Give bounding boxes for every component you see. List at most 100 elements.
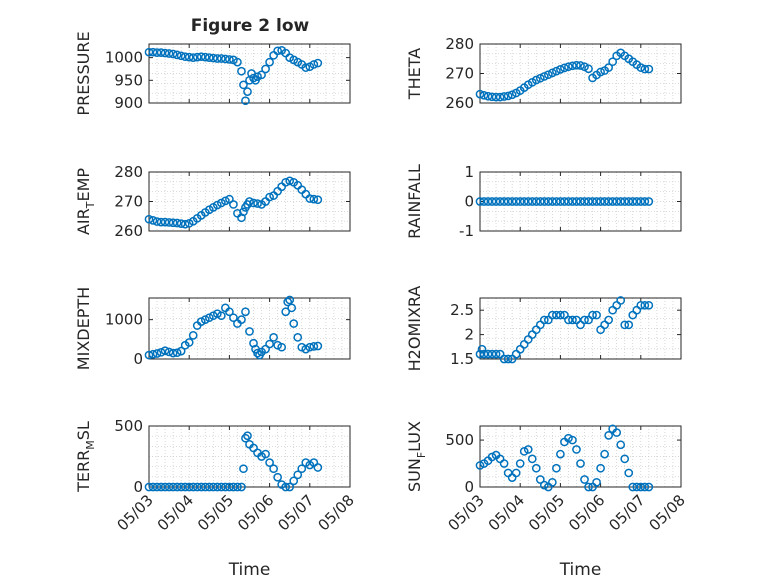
data-point <box>608 57 618 67</box>
data-point <box>636 300 646 310</box>
data-point <box>556 449 565 459</box>
data-point <box>632 197 642 206</box>
data-point <box>144 482 154 492</box>
data-point <box>237 315 246 324</box>
data-series <box>475 424 654 492</box>
data-point <box>499 92 509 101</box>
data-point <box>265 192 274 202</box>
data-point <box>309 342 319 351</box>
data-point <box>184 338 194 347</box>
data-point <box>527 454 537 464</box>
data-point <box>229 200 238 209</box>
y-tick-label: 260 <box>114 222 143 240</box>
y-axis-label: MIXDEPTH <box>74 287 93 370</box>
data-point <box>245 327 254 336</box>
data-point <box>261 449 270 459</box>
data-point <box>277 342 287 352</box>
data-point <box>604 197 613 206</box>
data-point <box>261 64 270 74</box>
data-point <box>507 90 517 100</box>
data-point <box>212 482 222 492</box>
data-point <box>479 90 489 100</box>
data-point <box>620 320 630 330</box>
data-point <box>148 216 158 225</box>
data-point <box>644 64 654 74</box>
data-point <box>616 440 626 450</box>
data-point <box>208 482 218 492</box>
data-point <box>640 482 650 492</box>
data-point <box>168 49 178 59</box>
data-point <box>592 310 601 320</box>
data-point <box>572 60 581 70</box>
data-point <box>644 482 654 492</box>
data-point <box>503 354 513 364</box>
axes-box <box>479 297 682 360</box>
data-point <box>305 342 315 352</box>
data-point <box>168 218 178 228</box>
y-axis-label-tail: LUX <box>405 421 424 452</box>
y-tick-label: 280 <box>445 35 474 53</box>
data-point <box>539 480 549 490</box>
data-point <box>556 310 565 320</box>
data-point <box>180 482 190 492</box>
data-point <box>217 482 226 492</box>
data-point <box>176 51 186 61</box>
data-point <box>588 197 597 206</box>
y-axis-label: RAINFALL <box>405 164 424 239</box>
data-point <box>289 319 299 328</box>
data-point <box>156 347 166 357</box>
data-point <box>225 194 234 204</box>
data-point <box>515 197 525 206</box>
data-series <box>475 48 654 102</box>
data-point <box>297 464 307 474</box>
data-point <box>172 348 182 358</box>
y-tick-label: 260 <box>445 94 474 112</box>
data-point <box>535 475 545 484</box>
data-point <box>644 197 654 206</box>
data-point <box>636 482 646 492</box>
data-point <box>176 482 186 492</box>
data-point <box>511 197 521 206</box>
y-axis-label: PRESSURE <box>74 31 93 115</box>
y-axis-label-main: SUN <box>405 458 424 492</box>
data-point <box>477 344 487 354</box>
data-point <box>309 194 319 204</box>
y-tick-label: 270 <box>445 65 474 83</box>
data-point <box>233 482 242 492</box>
data-point <box>184 482 194 492</box>
data-point <box>285 482 295 492</box>
y-axis-label-tail: SL <box>74 421 93 440</box>
data-point <box>239 207 248 217</box>
x-axis-label: Time <box>228 560 271 580</box>
data-point <box>568 197 577 206</box>
data-point <box>535 73 545 83</box>
data-point <box>160 482 170 492</box>
y-tick-label: 0 <box>464 193 474 211</box>
data-point <box>243 431 252 441</box>
data-point <box>543 70 553 80</box>
data-point <box>588 310 597 320</box>
data-point <box>491 92 501 102</box>
data-point <box>620 197 630 206</box>
subplot-2: 260 270 280 THETA <box>405 35 682 112</box>
data-point <box>487 349 497 359</box>
data-point <box>572 197 581 206</box>
data-point <box>164 482 174 492</box>
y-axis-label-main: AIR <box>74 208 93 235</box>
data-point <box>180 52 190 62</box>
data-point <box>475 89 485 99</box>
data-point <box>221 196 230 206</box>
data-point <box>168 482 178 492</box>
data-point <box>152 48 162 57</box>
data-point <box>281 482 291 492</box>
data-point <box>192 52 202 62</box>
data-point <box>152 349 162 358</box>
data-point <box>229 313 238 323</box>
data-point <box>612 428 622 437</box>
data-point <box>144 350 154 360</box>
data-point <box>152 482 162 492</box>
data-point <box>180 219 190 229</box>
y-axis-label-subscript: F <box>415 452 428 458</box>
y-tick-label: 270 <box>114 193 143 211</box>
